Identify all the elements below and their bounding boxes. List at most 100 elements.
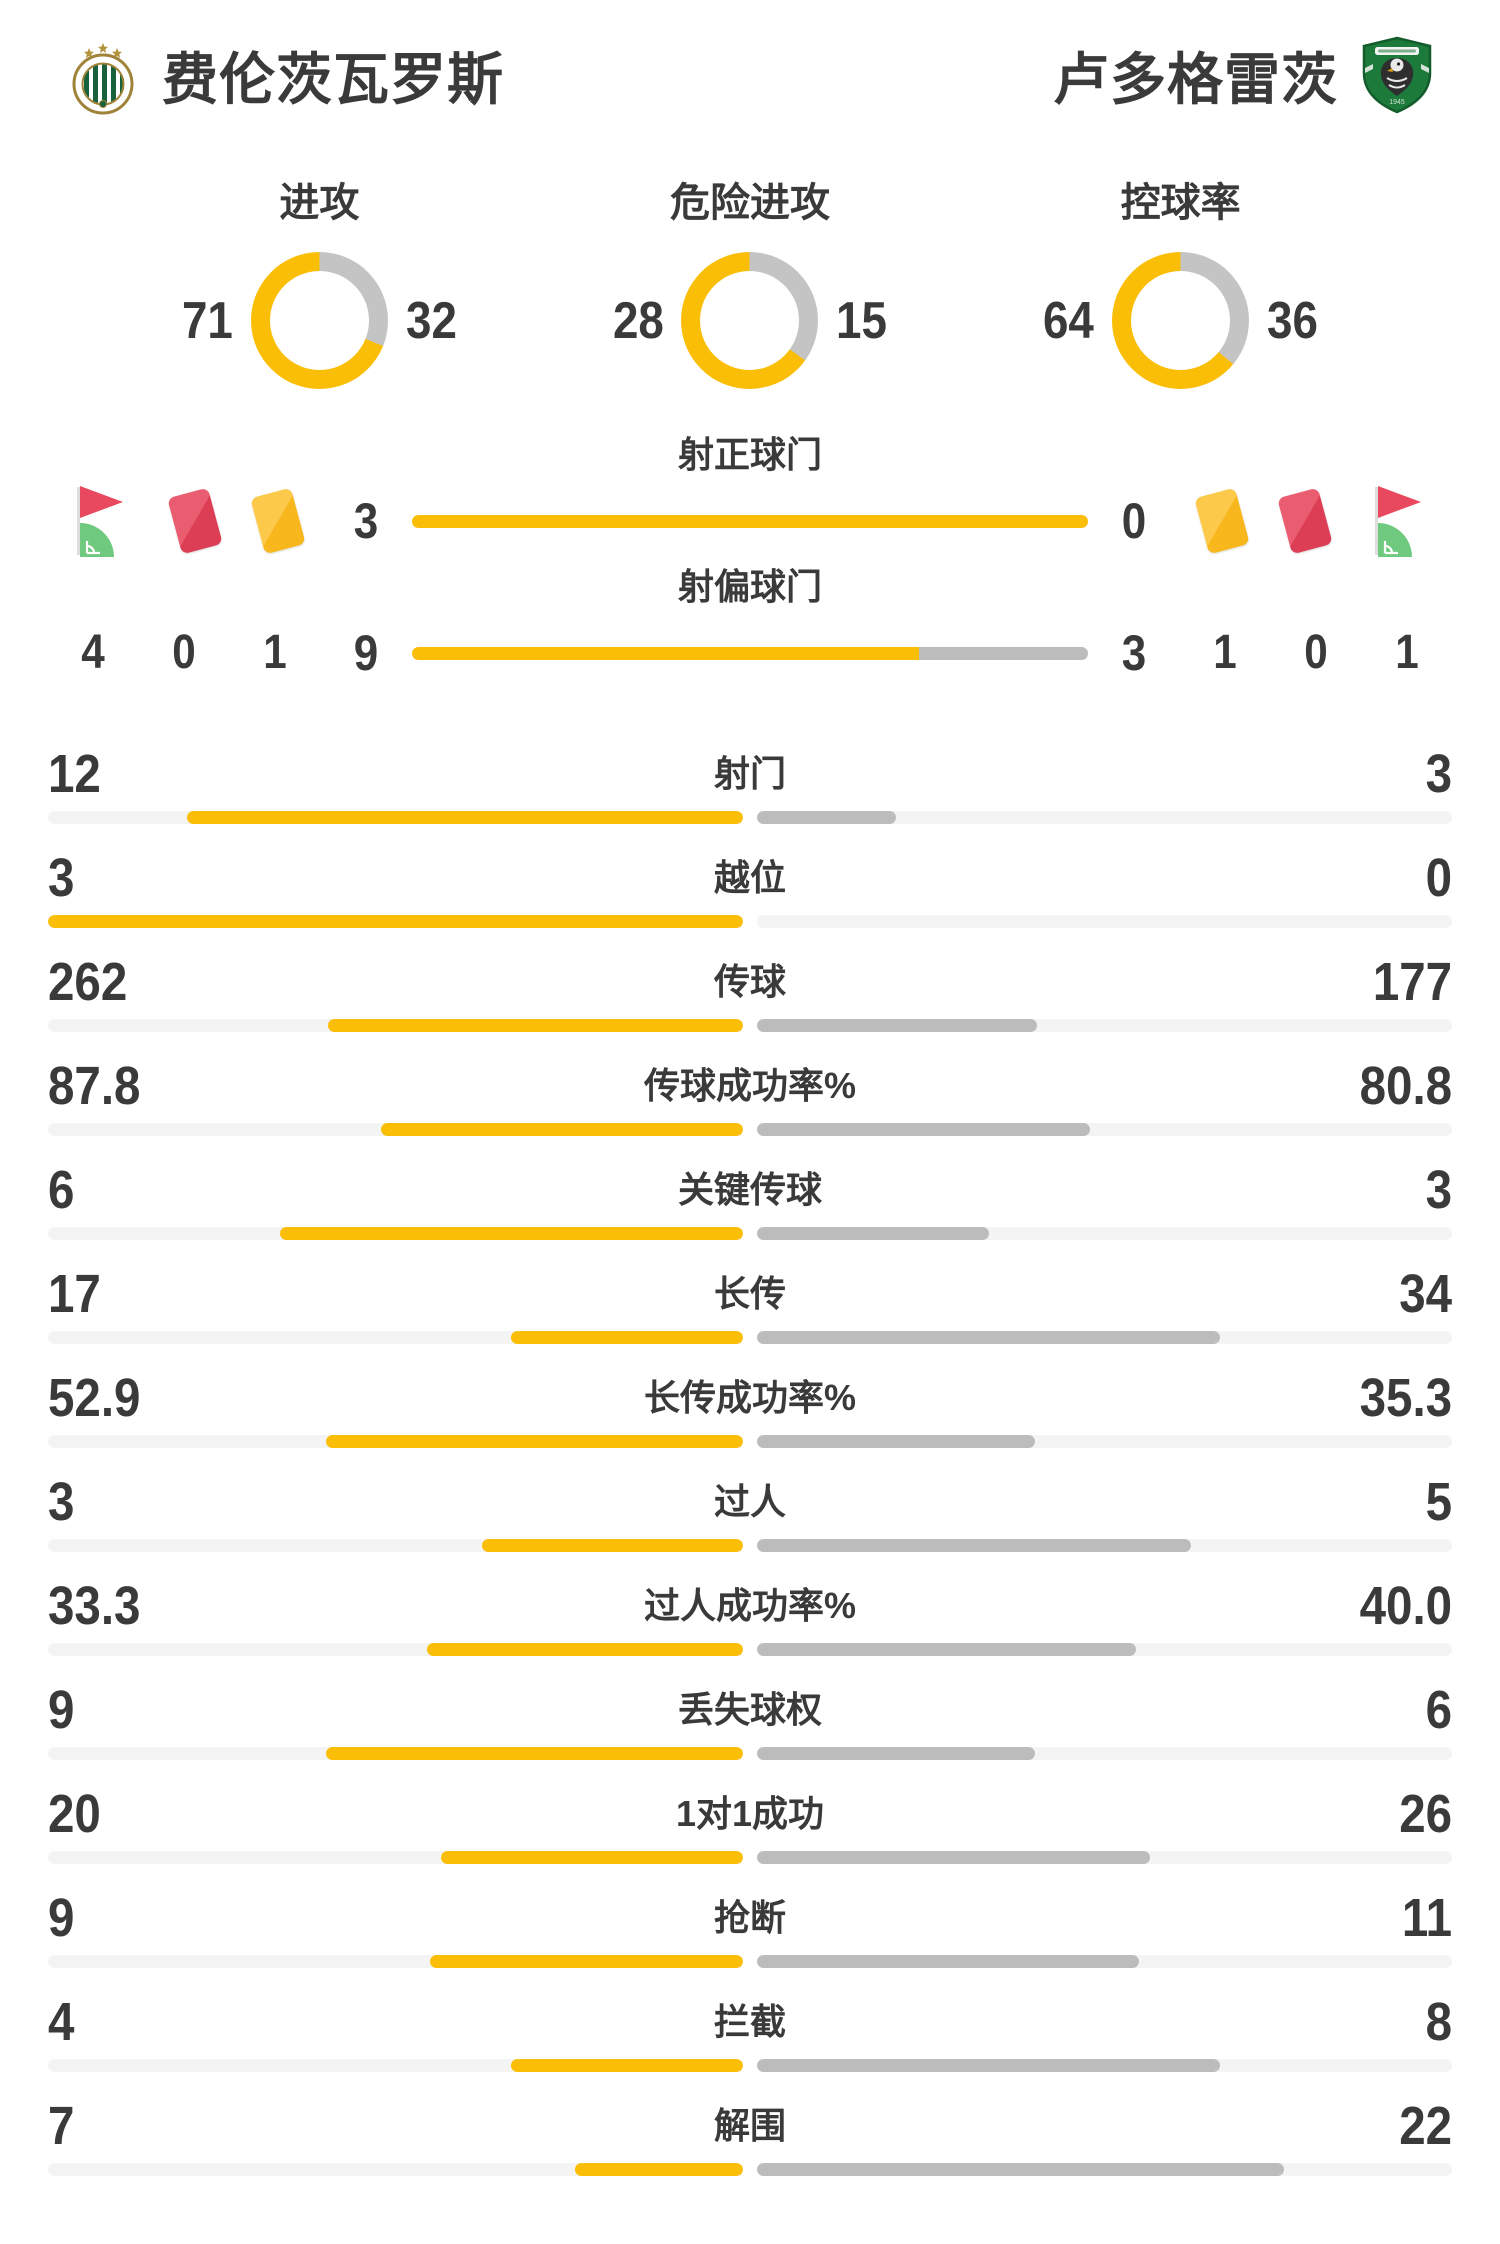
donut-chart: 控球率 64 36 — [965, 170, 1396, 389]
shots-off-target-title: 射偏球门 — [677, 566, 822, 607]
stat-home-value: 3 — [48, 848, 75, 908]
stat-away-value: 6 — [1425, 1680, 1452, 1740]
stat-away-bar — [757, 811, 1452, 824]
home-team-name: 费伦茨瓦罗斯 — [162, 47, 504, 111]
stat-away-value: 26 — [1399, 1784, 1452, 1844]
stat-home-bar — [48, 1955, 743, 1968]
stat-away-bar — [757, 1123, 1452, 1136]
shots-on-target-bar — [412, 514, 1088, 528]
stat-away-bar — [757, 1331, 1452, 1344]
home-yellow-cards-count: 1 — [262, 626, 287, 679]
stat-away-value: 40.0 — [1359, 1576, 1452, 1636]
shots-off-target-home-bar — [412, 646, 919, 660]
stat-home-bar — [48, 1643, 743, 1656]
stat-row: 3 越位 0 — [48, 851, 1452, 928]
donut-away-value: 36 — [1267, 291, 1319, 350]
stat-away-bar — [757, 1435, 1452, 1448]
stat-row: 9 丢失球权 6 — [48, 1683, 1452, 1760]
stat-label: 解围 — [713, 2105, 786, 2146]
away-discipline-icons — [1180, 483, 1452, 559]
donut-ring — [250, 252, 388, 389]
shots-off-target-home-value: 9 — [353, 625, 379, 681]
stat-home-value: 6 — [48, 1160, 75, 1220]
stat-away-bar — [757, 1851, 1452, 1864]
stat-home-value: 87.8 — [48, 1056, 141, 1116]
donut-ring — [1112, 252, 1250, 389]
stat-label: 长传成功率% — [643, 1377, 856, 1418]
stat-away-bar — [757, 2163, 1452, 2176]
stat-label: 传球 — [713, 961, 786, 1002]
stat-home-bar — [48, 1539, 743, 1552]
home-team-logo — [72, 43, 134, 115]
stat-away-value: 5 — [1425, 1472, 1452, 1532]
stat-home-bar — [48, 2059, 743, 2072]
stat-label: 过人成功率% — [643, 1585, 856, 1626]
away-team-logo: 1945 — [1362, 36, 1432, 114]
donut-home-value: 64 — [1043, 291, 1095, 350]
away-discipline-counts: 1 0 1 — [1180, 629, 1452, 677]
shots-off-target-away-bar — [919, 646, 1088, 660]
away-yellow-cards-count: 1 — [1213, 626, 1238, 679]
stat-home-value: 33.3 — [48, 1576, 141, 1636]
stat-away-value: 177 — [1372, 952, 1452, 1012]
corner-flag-icon — [76, 486, 123, 557]
stat-home-value: 7 — [48, 2096, 75, 2156]
donut-away-value: 15 — [836, 291, 888, 350]
stat-row: 4 拦截 8 — [48, 1995, 1452, 2072]
donut-chart: 进攻 71 32 — [104, 170, 535, 389]
svg-text:1945: 1945 — [1389, 99, 1405, 106]
stat-away-value: 3 — [1425, 744, 1452, 804]
home-discipline-counts: 4 0 1 — [48, 629, 320, 677]
stat-home-value: 262 — [48, 952, 128, 1012]
away-team: 卢多格雷茨 1945 — [1053, 34, 1438, 116]
stats-section: 12 射门 3 3 越位 0 262 传球 177 — [0, 747, 1500, 2176]
stat-away-bar — [757, 2059, 1452, 2072]
stat-home-bar — [48, 1019, 743, 1032]
donut-section: 进攻 71 32 危险进攻 28 15 控球率 64 36 — [0, 170, 1500, 389]
corner-flag-icon — [1375, 486, 1422, 557]
stat-away-bar — [757, 1227, 1452, 1240]
stat-away-bar — [757, 1747, 1452, 1760]
yellow-card-icon — [250, 487, 307, 555]
stat-label: 1对1成功 — [675, 1793, 825, 1834]
shots-off-target-away-value: 3 — [1121, 625, 1147, 681]
match-header: 费伦茨瓦罗斯 卢多格雷茨 1945 — [0, 0, 1500, 116]
stat-home-value: 20 — [48, 1784, 101, 1844]
donut-ring — [681, 252, 819, 389]
donut-away-value: 32 — [405, 291, 457, 350]
home-red-cards-count: 0 — [172, 626, 196, 679]
stat-home-value: 12 — [48, 744, 101, 804]
stat-away-value: 8 — [1425, 1992, 1452, 2052]
stat-home-value: 3 — [48, 1472, 75, 1532]
stat-home-value: 9 — [48, 1888, 75, 1948]
stat-row: 52.9 长传成功率% 35.3 — [48, 1371, 1452, 1448]
stat-row: 262 传球 177 — [48, 955, 1452, 1032]
stat-home-bar — [48, 1851, 743, 1864]
stat-away-value: 34 — [1399, 1264, 1452, 1324]
donut-title: 控球率 — [1120, 181, 1241, 225]
stat-home-bar — [48, 811, 743, 824]
stat-home-bar — [48, 1435, 743, 1448]
shots-on-target-home-bar — [412, 514, 1088, 528]
stat-home-bar — [48, 1331, 743, 1344]
stat-row: 87.8 传球成功率% 80.8 — [48, 1059, 1452, 1136]
yellow-card-icon — [1193, 487, 1250, 555]
stat-row: 3 过人 5 — [48, 1475, 1452, 1552]
stat-away-bar — [757, 1019, 1452, 1032]
donut-chart: 危险进攻 28 15 — [535, 170, 966, 389]
stat-away-value: 22 — [1399, 2096, 1452, 2156]
stat-row: 17 长传 34 — [48, 1267, 1452, 1344]
stat-home-value: 52.9 — [48, 1368, 141, 1428]
away-corners-count: 1 — [1394, 626, 1419, 679]
stat-row: 33.3 过人成功率% 40.0 — [48, 1579, 1452, 1656]
red-card-icon — [1277, 487, 1333, 555]
stat-row: 20 1对1成功 26 — [48, 1787, 1452, 1864]
stat-away-value: 80.8 — [1359, 1056, 1452, 1116]
shots-off-target-bar — [412, 646, 1088, 660]
stat-home-bar — [48, 1123, 743, 1136]
stat-label: 关键传球 — [677, 1169, 822, 1210]
stat-label: 越位 — [713, 857, 786, 898]
stat-label: 拦截 — [713, 2001, 786, 2042]
stat-home-bar — [48, 915, 743, 928]
